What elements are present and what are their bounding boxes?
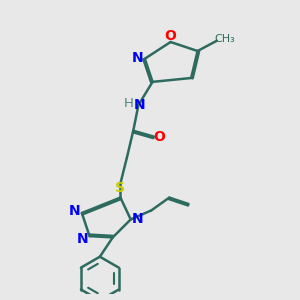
Text: N: N — [132, 51, 143, 65]
Text: N: N — [76, 232, 88, 246]
Text: N: N — [134, 98, 146, 112]
Text: N: N — [69, 204, 80, 218]
Text: H: H — [124, 97, 134, 110]
Text: N: N — [132, 212, 144, 226]
Text: O: O — [154, 130, 166, 144]
Text: O: O — [165, 29, 176, 43]
Text: S: S — [116, 181, 125, 195]
Text: CH₃: CH₃ — [214, 34, 235, 44]
